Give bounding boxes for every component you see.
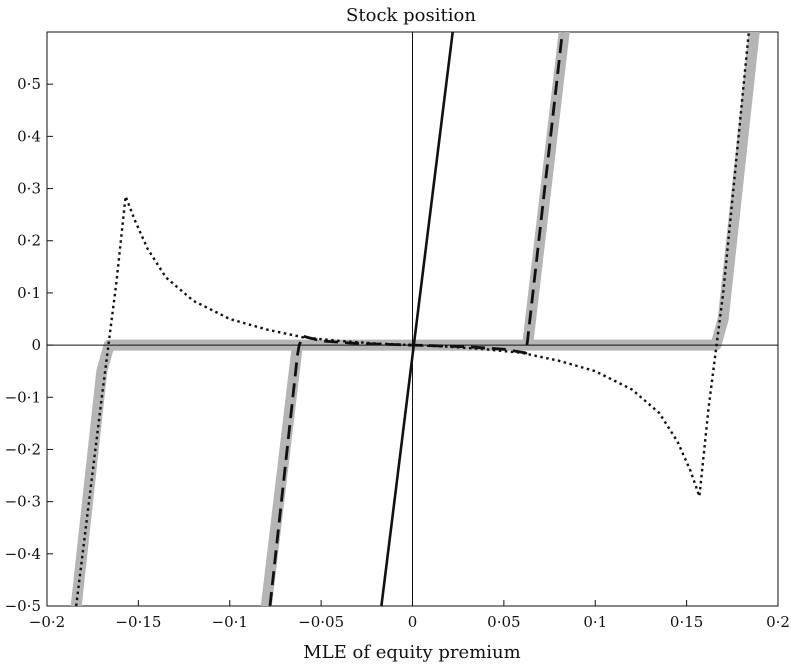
x-tick-label: 0 — [408, 613, 418, 631]
y-tick-label: −0·2 — [5, 440, 41, 458]
y-tick-label: 0·5 — [17, 75, 41, 93]
chart-title: Stock position — [346, 5, 476, 26]
zero-lines — [47, 32, 778, 606]
x-tick-label: 0·15 — [670, 613, 703, 631]
series-layer — [70, 32, 760, 606]
y-tick-label: −0·5 — [5, 597, 41, 615]
y-tick-label: 0·1 — [17, 284, 41, 302]
y-tick-labels: −0·5 −0·4 −0·3 −0·2 −0·1 0 0·1 0·2 0·3 0·4 0·5 — [5, 75, 41, 615]
y-tick-label: 0·2 — [17, 232, 41, 250]
series-line-solid-0 — [380, 32, 454, 606]
x-tick-label: −0·2 — [29, 613, 65, 631]
series-line-thick-gray-2 — [291, 32, 570, 351]
x-tick-label: −0·15 — [115, 613, 161, 631]
y-axis-ticks — [47, 83, 53, 607]
y-tick-label: 0 — [31, 336, 41, 354]
x-tick-label: −0·05 — [298, 613, 344, 631]
x-tick-labels: −0·2 −0·15 −0·1 −0·05 0 0·05 0·1 0·15 0·2 — [29, 613, 790, 631]
y-tick-label: 0·3 — [17, 180, 41, 198]
x-tick-label: −0·1 — [212, 613, 248, 631]
x-tick-label: 0·1 — [583, 613, 607, 631]
y-tick-label: −0·4 — [5, 545, 41, 563]
series-line-thick-gray-1 — [70, 339, 303, 606]
x-axis-label: MLE of equity premium — [303, 642, 520, 663]
y-tick-label: −0·3 — [5, 493, 41, 511]
y-tick-label: 0·4 — [17, 127, 41, 145]
x-tick-label: 0·05 — [487, 613, 520, 631]
x-tick-label: 0·2 — [766, 613, 790, 631]
y-tick-label: −0·1 — [5, 388, 41, 406]
series-line-dashed-4 — [268, 32, 564, 606]
